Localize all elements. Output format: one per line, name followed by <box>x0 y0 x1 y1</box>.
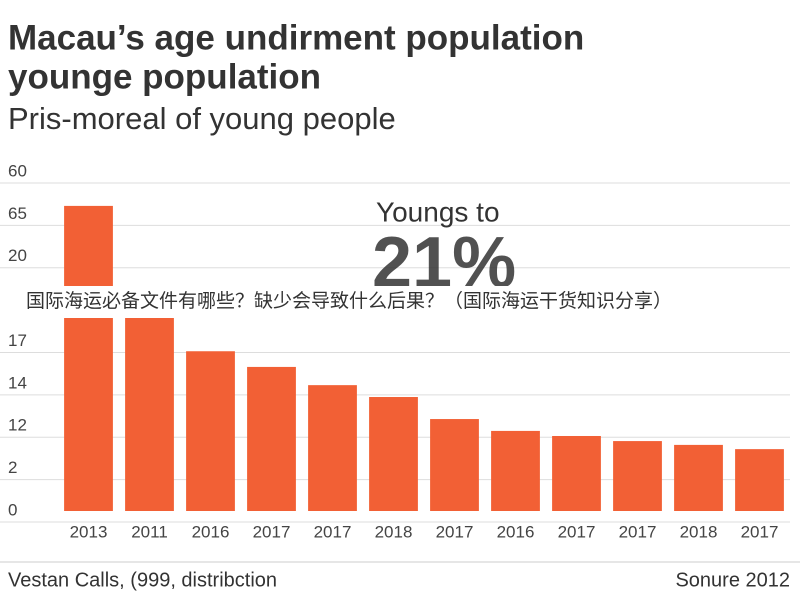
bar <box>308 385 357 511</box>
y-tick-label: 65 <box>8 204 27 223</box>
chart-title: Macau’s age undirment population <box>8 18 584 57</box>
y-tick-label: 17 <box>8 331 27 350</box>
bar <box>64 205 113 511</box>
x-tick-label: 2018 <box>680 522 718 541</box>
bar <box>491 430 540 511</box>
source: Vestan Calls, (999, distribction <box>8 569 277 591</box>
y-tick-label: 2 <box>8 458 17 477</box>
chart-title-line2: younge population <box>8 57 321 96</box>
plot-area: 0212141715206560201320112016201720172018… <box>0 161 790 541</box>
x-tick-label: 2017 <box>741 522 779 541</box>
bar <box>613 441 662 511</box>
bar <box>186 351 235 511</box>
overlay-band <box>0 286 800 318</box>
x-tick-label: 2017 <box>253 522 291 541</box>
bar <box>247 366 296 511</box>
x-tick-label: 2017 <box>619 522 657 541</box>
x-tick-label: 2017 <box>436 522 474 541</box>
bar <box>369 397 418 511</box>
chart-subtitle: Pris-moreal of young people <box>8 101 396 136</box>
bar <box>735 449 784 511</box>
bar <box>430 419 479 511</box>
y-tick-label: 20 <box>8 246 27 265</box>
y-tick-label: 0 <box>8 500 17 519</box>
x-tick-label: 2017 <box>558 522 596 541</box>
bar <box>674 444 723 511</box>
x-tick-label: 2018 <box>375 522 413 541</box>
y-tick-label: 14 <box>8 373 27 392</box>
overlay-text: 国际海运必备文件有哪些？缺少会导致什么后果？（国际海运干货知识分享） <box>26 290 672 312</box>
annotation: Youngs to <box>376 196 500 227</box>
x-tick-label: 2016 <box>192 522 230 541</box>
y-tick-label: 12 <box>8 416 27 435</box>
bar <box>552 435 601 511</box>
x-tick-label: 2011 <box>131 522 168 541</box>
bar <box>125 303 174 511</box>
note: Sonure 2012 <box>675 569 790 591</box>
x-tick-label: 2016 <box>497 522 535 541</box>
x-tick-label: 2013 <box>70 522 108 541</box>
x-tick-label: 2017 <box>314 522 352 541</box>
y-tick-label: 60 <box>8 161 27 180</box>
